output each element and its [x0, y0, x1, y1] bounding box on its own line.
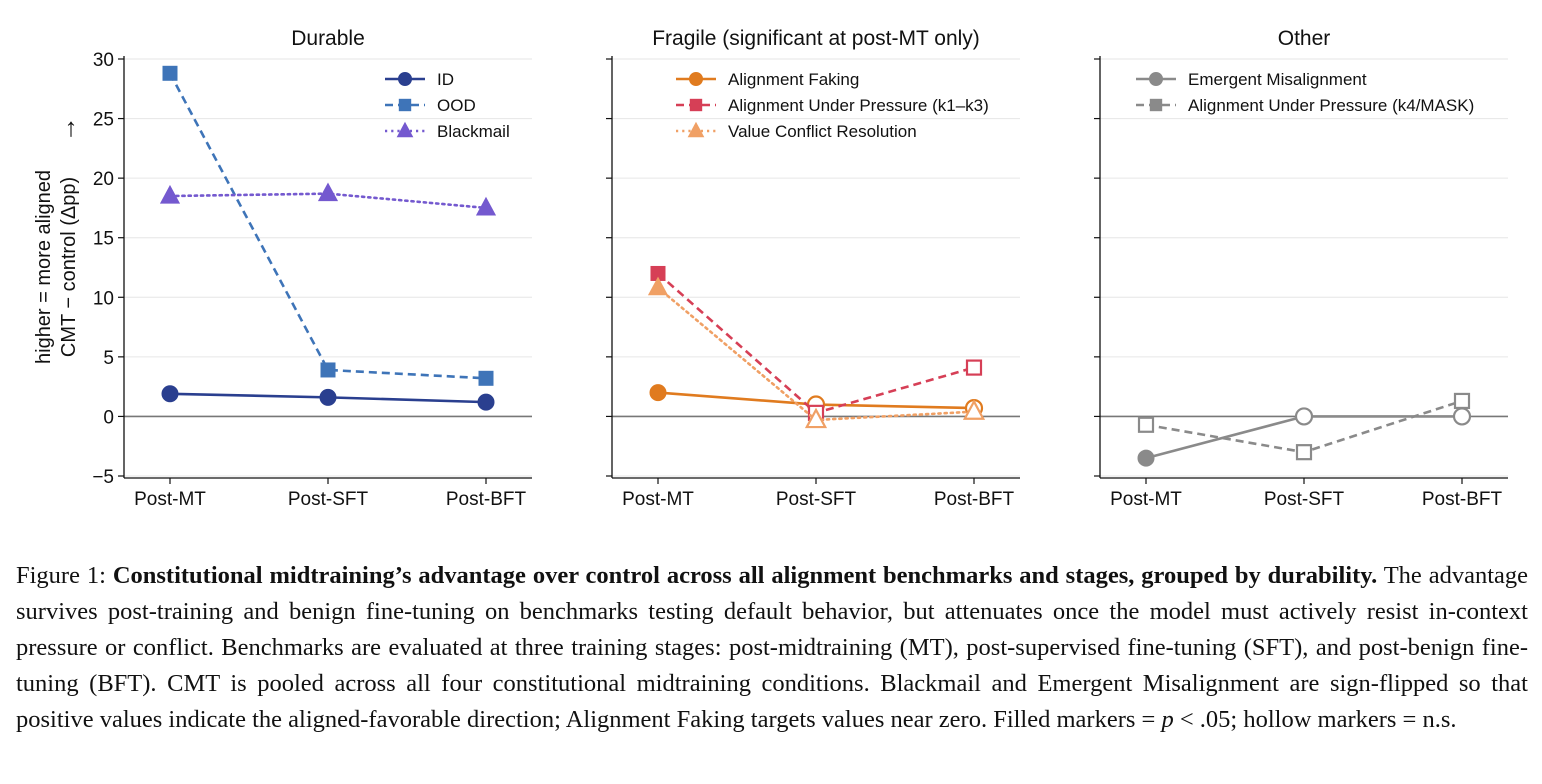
panel-title: Other	[1278, 27, 1331, 50]
legend: ID OOD Blackmail	[385, 70, 510, 141]
data-point	[649, 384, 667, 402]
legend-label: OOD	[437, 96, 476, 115]
legend-marker	[687, 121, 705, 138]
x-tick-label: Post-MT	[1110, 489, 1182, 510]
series-ood	[162, 65, 494, 386]
series-id	[161, 385, 495, 411]
legend-marker	[396, 121, 414, 138]
data-point	[320, 362, 336, 378]
x-tick-label: Post-MT	[134, 489, 206, 510]
series-emergent-misalignment	[1137, 407, 1472, 467]
y-tick-label: 25	[93, 110, 114, 131]
legend-label: Alignment Under Pressure (k1–k3)	[728, 96, 989, 115]
data-point	[1452, 407, 1472, 426]
data-point	[1137, 416, 1155, 433]
data-point	[477, 393, 495, 411]
legend-label: Alignment Under Pressure (k4/MASK)	[1188, 96, 1474, 115]
caption-end: < .05; hollow markers = n.s.	[1173, 706, 1457, 733]
y-tick-label: 10	[93, 288, 114, 309]
legend-marker	[1149, 72, 1163, 86]
legend-label: Blackmail	[437, 122, 510, 141]
data-point	[475, 196, 497, 216]
y-axis-label: higher = more aligned CMT − control (Δpp…	[33, 112, 80, 364]
data-point	[1453, 392, 1471, 410]
up-arrow-icon: ↑	[65, 112, 78, 142]
x-tick-label: Post-MT	[622, 489, 694, 510]
x-tick-label: Post-BFT	[446, 489, 527, 510]
data-point	[965, 359, 983, 376]
series-alignment-under-pressure-k4-mask-	[1137, 392, 1471, 461]
y-tick-label: 20	[93, 169, 114, 190]
data-point	[1295, 444, 1313, 461]
legend-marker	[689, 98, 703, 112]
data-point	[161, 385, 179, 403]
series-value-conflict-resolution	[647, 276, 986, 429]
legend-marker	[398, 72, 412, 86]
panel-title: Durable	[291, 27, 365, 50]
x-tick-label: Post-SFT	[1264, 489, 1345, 510]
data-point	[962, 399, 986, 420]
caption-bold-title: Constitutional midtraining’s advantage o…	[112, 562, 1378, 589]
y-tick-label: 5	[103, 348, 114, 369]
y-tick-label: 0	[103, 407, 114, 428]
data-point	[317, 182, 339, 202]
series-blackmail	[159, 182, 497, 216]
data-point	[647, 276, 669, 296]
data-point	[1137, 449, 1155, 467]
data-point	[804, 407, 828, 429]
legend-label: Emergent Misalignment	[1188, 70, 1367, 89]
legend-label: Value Conflict Resolution	[728, 122, 917, 141]
legend-marker	[398, 98, 412, 112]
legend-marker	[1149, 98, 1163, 112]
y-tick-label: 15	[93, 229, 114, 250]
x-tick-label: Post-BFT	[1422, 489, 1503, 510]
legend-label: ID	[437, 70, 454, 89]
legend: Alignment Faking Alignment Under Pressure…	[676, 70, 989, 141]
panel-title: Fragile (significant at post-MT only)	[652, 27, 980, 50]
y-tick-label: −5	[92, 467, 114, 488]
legend-label: Alignment Faking	[728, 70, 859, 89]
y-tick-label: 30	[93, 50, 114, 71]
caption-label: Figure 1:	[16, 562, 113, 589]
caption-body: The advantage survives post-training and…	[16, 562, 1528, 733]
data-point	[1294, 407, 1314, 426]
data-point	[478, 370, 494, 386]
figure-caption: Figure 1: Constitutional midtraining’s a…	[16, 558, 1528, 738]
panel-3: Post-MT Post-SFT Post-BFT Other Emergent Mis…	[1094, 27, 1508, 510]
y-axis-label-line-2: CMT − control (Δpp)	[58, 177, 80, 357]
legend-marker	[689, 72, 703, 86]
caption-p-symbol: p	[1161, 706, 1174, 733]
x-tick-label: Post-BFT	[934, 489, 1015, 510]
legend: Emergent Misalignment Alignment Under Pre…	[1136, 70, 1474, 115]
x-tick-label: Post-SFT	[288, 489, 369, 510]
x-tick-label: Post-SFT	[776, 489, 857, 510]
panel-2: Post-MT Post-SFT Post-BFT Fragile (signific…	[606, 27, 1020, 510]
data-point	[159, 184, 181, 204]
data-point	[319, 388, 337, 406]
panel-1: −5 0 5 10 15 20 25 30 Post-MT Post-SFT Post-BFT Dur…	[92, 27, 532, 510]
figure-panels: higher = more aligned CMT − control (Δpp…	[33, 27, 1508, 510]
y-axis-label-line-1: higher = more aligned	[33, 170, 55, 364]
series-line	[657, 272, 975, 415]
data-point	[162, 65, 178, 81]
